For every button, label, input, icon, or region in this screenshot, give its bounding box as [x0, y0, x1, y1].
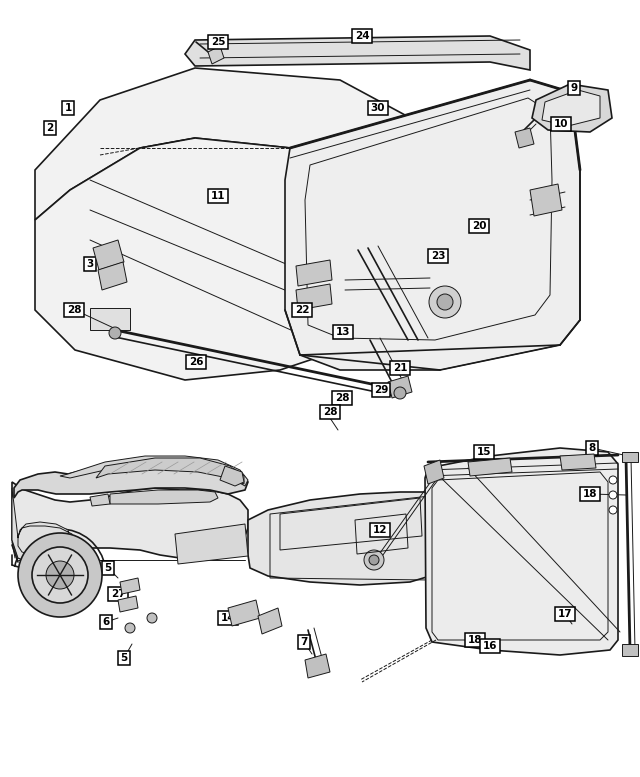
- Polygon shape: [208, 46, 224, 64]
- Polygon shape: [185, 36, 530, 70]
- Text: 5: 5: [104, 563, 111, 573]
- Text: 24: 24: [355, 31, 369, 41]
- Polygon shape: [296, 260, 332, 286]
- Polygon shape: [388, 376, 412, 398]
- Text: 28: 28: [335, 393, 349, 403]
- Circle shape: [18, 533, 102, 617]
- Text: 28: 28: [67, 305, 81, 315]
- Polygon shape: [468, 458, 512, 476]
- Polygon shape: [96, 458, 244, 484]
- Polygon shape: [248, 492, 432, 585]
- Polygon shape: [110, 490, 218, 504]
- Text: 5: 5: [120, 653, 127, 663]
- Circle shape: [437, 294, 453, 310]
- Text: 9: 9: [570, 83, 577, 93]
- Text: 21: 21: [393, 363, 407, 373]
- Polygon shape: [60, 456, 248, 486]
- Text: 13: 13: [336, 327, 350, 337]
- Circle shape: [609, 491, 617, 499]
- Circle shape: [46, 561, 74, 589]
- Polygon shape: [98, 262, 127, 290]
- Circle shape: [147, 613, 157, 623]
- Polygon shape: [258, 608, 282, 634]
- Polygon shape: [35, 68, 405, 220]
- Polygon shape: [12, 482, 248, 562]
- Text: 16: 16: [483, 641, 497, 651]
- Polygon shape: [515, 128, 534, 148]
- Text: 20: 20: [472, 221, 486, 231]
- Polygon shape: [220, 466, 244, 486]
- Text: 30: 30: [371, 103, 385, 113]
- Circle shape: [32, 547, 88, 603]
- Text: 14: 14: [221, 613, 236, 623]
- Polygon shape: [622, 644, 638, 656]
- Text: 17: 17: [557, 609, 572, 619]
- Polygon shape: [530, 184, 562, 216]
- Polygon shape: [542, 90, 600, 126]
- Text: 8: 8: [588, 443, 596, 453]
- Text: 10: 10: [554, 119, 568, 129]
- Polygon shape: [296, 284, 332, 310]
- Circle shape: [609, 476, 617, 484]
- Circle shape: [369, 555, 379, 565]
- Text: 6: 6: [102, 617, 109, 627]
- Text: 23: 23: [431, 251, 445, 261]
- Polygon shape: [228, 600, 260, 626]
- Text: 7: 7: [300, 637, 308, 647]
- Polygon shape: [560, 454, 596, 470]
- Text: 29: 29: [374, 385, 388, 395]
- Text: 28: 28: [323, 407, 337, 417]
- Text: 26: 26: [189, 357, 204, 367]
- Text: 22: 22: [295, 305, 309, 315]
- Text: 1: 1: [65, 103, 72, 113]
- Text: 15: 15: [477, 447, 492, 457]
- Polygon shape: [175, 524, 248, 564]
- Polygon shape: [90, 494, 110, 506]
- Polygon shape: [622, 452, 638, 462]
- Text: 25: 25: [211, 37, 225, 47]
- Text: 3: 3: [86, 259, 93, 269]
- Text: 18: 18: [468, 635, 483, 645]
- Text: 2: 2: [46, 123, 54, 133]
- Circle shape: [609, 506, 617, 514]
- Polygon shape: [118, 596, 138, 612]
- Circle shape: [429, 286, 461, 318]
- Polygon shape: [425, 448, 618, 655]
- Text: 27: 27: [111, 589, 125, 599]
- Polygon shape: [532, 84, 612, 132]
- Polygon shape: [120, 578, 140, 594]
- Polygon shape: [14, 462, 248, 498]
- Polygon shape: [35, 138, 405, 380]
- Text: 11: 11: [211, 191, 225, 201]
- Circle shape: [364, 550, 384, 570]
- Polygon shape: [90, 308, 130, 330]
- Polygon shape: [285, 80, 580, 370]
- Polygon shape: [424, 460, 444, 484]
- Polygon shape: [12, 488, 74, 562]
- Polygon shape: [305, 654, 330, 678]
- Circle shape: [109, 327, 121, 339]
- Text: 12: 12: [372, 525, 387, 535]
- Text: 4: 4: [76, 587, 84, 597]
- Circle shape: [125, 623, 135, 633]
- Circle shape: [394, 387, 406, 399]
- Polygon shape: [93, 240, 124, 270]
- Text: 18: 18: [583, 489, 597, 499]
